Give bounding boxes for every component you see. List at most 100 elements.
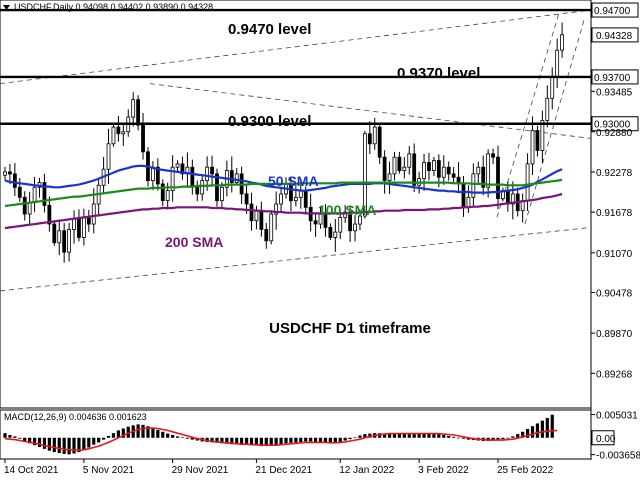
candle-body [27,202,32,215]
macd-bar [466,437,471,440]
candle [121,123,126,147]
candle [328,223,333,240]
candle-body [175,163,180,168]
time-tick-label: 14 Oct 2021 [4,465,59,476]
candle-body [86,216,91,225]
current-price-box [591,27,639,43]
candle-body [303,190,308,208]
candle-body [550,76,555,99]
candle [412,143,417,193]
macd-bar [18,437,22,439]
chart-title: USDCHF D1 timeframe [269,320,431,337]
macd-bar [402,433,406,438]
candle-body [313,220,318,225]
candle [116,115,121,142]
candle-body [387,173,392,181]
candle-body [121,131,126,135]
macd-bar [67,437,71,455]
candle [274,191,279,230]
sma-line-50-sma [4,164,563,194]
candle-body [510,193,515,205]
macd-bar [244,437,249,445]
level-tag-box [591,69,639,85]
macd-bar [447,435,451,438]
candle [269,210,274,245]
macd-bar [392,433,397,438]
candle-body [229,170,234,183]
candle [8,163,12,185]
macd-bar [516,434,520,438]
macd-bar [318,437,323,443]
candle-body [328,227,333,238]
candle [220,182,224,209]
candle [446,161,451,181]
macd-bar [87,437,91,448]
trend-channels [0,9,592,292]
candle [313,213,318,237]
macd-bar [254,437,259,446]
macd-bar [343,437,347,441]
macd-bar [171,435,175,438]
candle-body [62,230,67,253]
candle-body [338,216,343,233]
candle-body [141,124,145,153]
sma-50-label: 50 SMA [268,173,319,189]
candle [293,185,298,207]
candle-body [52,223,57,244]
candle-body [461,183,466,208]
candle-body [155,166,160,185]
level-tag-box [591,116,639,132]
candle [382,150,387,194]
macd-bar [412,433,416,438]
candle-body [131,99,136,118]
macd-bar [363,434,367,438]
candle-body [412,153,417,186]
macd-bar [230,437,234,445]
candle-body [72,218,76,230]
macd-bar [121,428,125,438]
candle-body [293,196,298,202]
time-tick-label: 25 Feb 2022 [497,465,554,476]
collapse-arrow-icon[interactable] [3,5,10,10]
macd-bar [28,437,32,444]
macd-bar [545,417,549,438]
macd-bar [540,420,544,438]
candle [362,130,367,219]
candle [471,163,476,207]
channel-line [0,227,592,292]
candle [210,155,214,187]
macd-bar [279,437,283,445]
macd-zero-box [591,430,615,446]
candle [264,222,269,249]
candle [476,161,481,183]
candle [52,220,57,246]
macd-bar [210,437,214,443]
macd-bar [304,437,308,442]
macd-bar [116,430,120,438]
macd-bar [175,436,180,438]
candle [91,188,96,234]
candle-body [215,173,219,202]
candle-body [496,156,500,200]
macd-bar [3,433,7,438]
candle-body [377,126,382,158]
macd-bar [432,433,436,438]
macd-bar [77,437,81,453]
candle-body [249,203,254,222]
candle [57,219,62,256]
candle-body [136,99,141,126]
candle-body [190,166,195,188]
candle-body [47,204,52,225]
price-tick-label: 0.90478 [596,288,633,299]
macd-bar [348,437,352,440]
macd-bar [530,426,535,438]
candle [560,22,564,58]
candle [481,155,486,196]
macd-bar [383,433,387,438]
price-tick-label: 0.93485 [596,87,633,98]
candle-body [367,133,372,145]
macd-bar [126,426,130,438]
candle [180,156,185,180]
candle [427,152,431,181]
